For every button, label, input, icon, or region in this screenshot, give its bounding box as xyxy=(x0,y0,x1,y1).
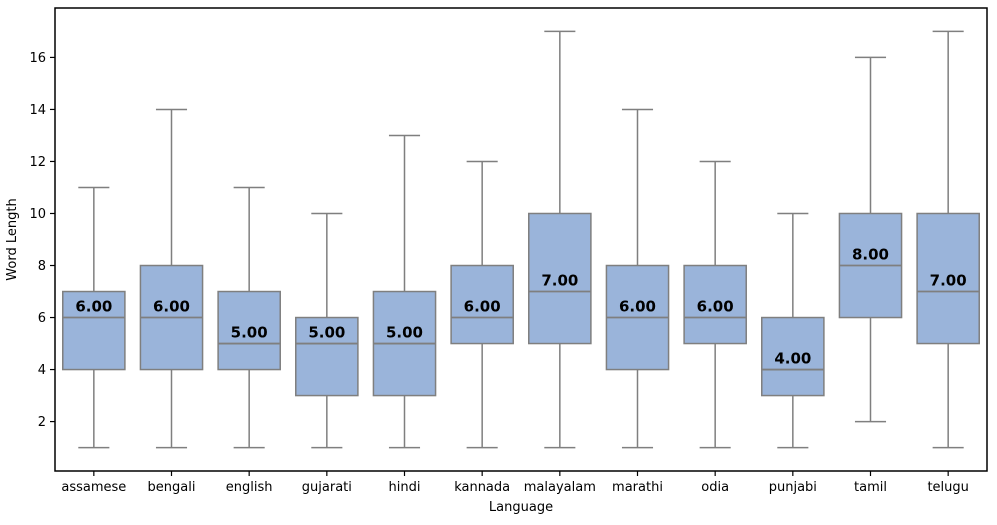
x-tick-label-tamil: tamil xyxy=(854,480,887,495)
y-tick-label: 6 xyxy=(38,311,46,326)
x-tick-label-malayalam: malayalam xyxy=(524,480,596,495)
iqr-box xyxy=(761,316,825,397)
iqr-box xyxy=(528,212,592,345)
box-malayalam: 7.00 xyxy=(528,30,592,449)
median-label: 6.00 xyxy=(697,298,734,316)
box-english: 5.00 xyxy=(217,186,281,449)
x-tick-label-english: english xyxy=(226,480,273,495)
box-bengali: 6.00 xyxy=(139,108,204,449)
box-marathi: 6.00 xyxy=(605,108,670,449)
median-label: 6.00 xyxy=(153,298,190,316)
x-tick-label-punjabi: punjabi xyxy=(769,480,817,495)
box-tamil: 8.00 xyxy=(838,56,903,423)
iqr-box xyxy=(916,212,980,345)
x-tick-label-marathi: marathi xyxy=(612,480,663,495)
median-label: 5.00 xyxy=(231,324,268,342)
y-tick-label: 4 xyxy=(38,363,46,378)
x-tick-label-kannada: kannada xyxy=(454,480,510,495)
x-tick-label-telugu: telugu xyxy=(927,480,968,495)
median-label: 6.00 xyxy=(619,298,656,316)
box-odia: 6.00 xyxy=(683,160,747,449)
x-axis-label: Language xyxy=(489,500,553,515)
iqr-box xyxy=(683,264,747,345)
median-label: 7.00 xyxy=(541,272,578,290)
median-label: 5.00 xyxy=(386,324,423,342)
plot-border xyxy=(54,7,988,472)
median-label: 6.00 xyxy=(75,298,112,316)
y-axis-label: Word Length xyxy=(5,198,20,280)
y-tick-label: 16 xyxy=(29,51,46,66)
median-label: 7.00 xyxy=(930,272,967,290)
box-assamese: 6.00 xyxy=(62,186,126,449)
box-telugu: 7.00 xyxy=(916,30,980,449)
box-hindi: 5.00 xyxy=(372,134,437,449)
y-tick-label: 14 xyxy=(29,103,46,118)
median-label: 4.00 xyxy=(774,350,811,368)
y-tick-label: 2 xyxy=(38,415,46,430)
iqr-box xyxy=(450,264,514,345)
iqr-box xyxy=(62,290,126,371)
iqr-box xyxy=(217,290,281,371)
y-tick-label: 12 xyxy=(29,155,46,170)
y-tick-label: 10 xyxy=(29,207,46,222)
box-gujarati: 5.00 xyxy=(295,212,359,449)
x-tick-label-hindi: hindi xyxy=(389,480,421,495)
iqr-box xyxy=(295,316,359,397)
median-label: 6.00 xyxy=(464,298,501,316)
x-tick-label-bengali: bengali xyxy=(148,480,196,495)
x-tick-label-gujarati: gujarati xyxy=(302,480,352,495)
box-punjabi: 4.00 xyxy=(761,212,825,449)
median-label: 8.00 xyxy=(852,246,889,264)
box-kannada: 6.00 xyxy=(450,160,514,449)
x-tick-label-odia: odia xyxy=(701,480,729,495)
y-tick-label: 8 xyxy=(38,259,46,274)
x-tick-label-assamese: assamese xyxy=(61,480,126,495)
median-label: 5.00 xyxy=(308,324,345,342)
